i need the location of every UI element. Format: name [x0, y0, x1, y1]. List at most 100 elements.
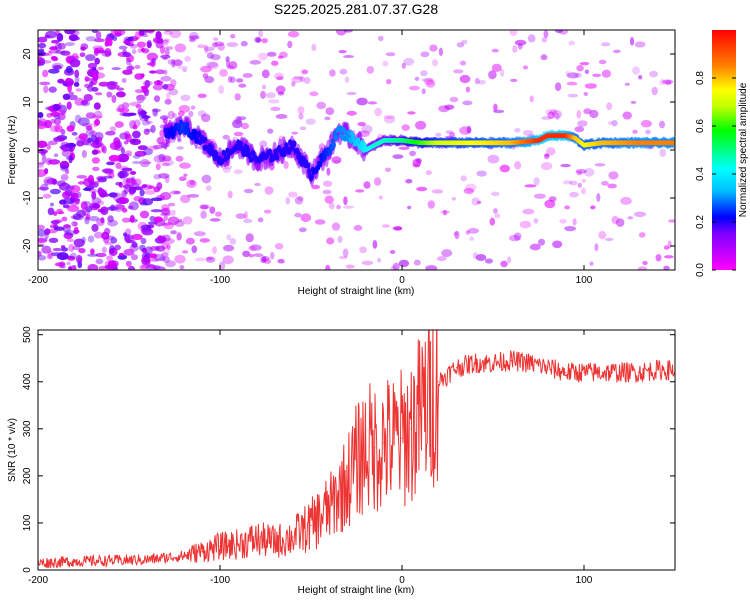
- spectrogram-noise-blob: [476, 200, 482, 205]
- spectrogram-noise-blob: [311, 184, 321, 190]
- spectrogram-noise-blob: [106, 161, 115, 166]
- spectrogram-noise-blob: [291, 76, 303, 83]
- spectrogram-noise-blob: [41, 60, 52, 64]
- spectrogram-noise-blob: [169, 30, 182, 39]
- spectrogram-noise-blob: [111, 67, 121, 71]
- spectrogram-noise-blob: [71, 221, 78, 227]
- spectrogram-noise-blob: [91, 70, 97, 78]
- spectrogram-noise-blob: [165, 260, 177, 268]
- spectrogram-noise-blob: [38, 119, 42, 123]
- spectrogram-noise-blob: [549, 109, 558, 115]
- snr-data-point: [219, 545, 221, 548]
- spectrogram-noise-blob: [56, 208, 63, 215]
- spectrogram-noise-blob: [316, 101, 327, 110]
- spectrogram-noise-blob: [293, 76, 304, 80]
- spectrogram-noise-blob: [139, 244, 146, 252]
- spectrogram-noise-blob: [359, 246, 367, 254]
- spectrogram-noise-blob: [91, 149, 99, 155]
- spectrogram-noise-blob: [214, 41, 225, 47]
- spectrogram-noise-blob: [567, 72, 579, 79]
- spectrogram-noise-blob: [182, 250, 189, 254]
- spectrogram-noise-blob: [345, 264, 355, 269]
- spectrogram-noise-blob: [88, 188, 98, 193]
- spectrogram-ridge-cell: [220, 158, 225, 165]
- snr-data-point: [510, 360, 512, 362]
- snr-data-point: [310, 524, 312, 526]
- spectrogram-noise-blob: [73, 221, 78, 227]
- spectrogram-noise-blob: [392, 262, 400, 270]
- spectrogram-noise-blob: [637, 266, 648, 270]
- spectrogram-noise-blob: [540, 162, 553, 171]
- x-tick-label: 100: [576, 275, 593, 286]
- spectrogram-noise-blob: [260, 259, 267, 264]
- spectrogram-noise-blob: [90, 248, 95, 255]
- spectrogram-noise-blob: [160, 143, 168, 149]
- spectrogram-noise-blob: [170, 230, 178, 235]
- spectrogram-noise-blob: [589, 109, 599, 119]
- spectrogram-noise-blob: [159, 256, 166, 262]
- spectrogram-noise-blob: [73, 238, 85, 248]
- spectrogram-noise-blob: [398, 259, 410, 268]
- spectrogram-noise-blob: [115, 204, 126, 210]
- spectrogram-noise-blob: [353, 224, 363, 231]
- spectrogram-noise-blob: [90, 141, 103, 149]
- spectrogram-noise-blob: [173, 190, 180, 195]
- spectrogram-noise-blob: [55, 50, 66, 54]
- spectrogram-noise-blob: [478, 79, 486, 85]
- spectrogram-noise-blob: [67, 83, 72, 93]
- spectrogram-noise-blob: [451, 196, 456, 201]
- spectrogram-noise-blob: [569, 180, 578, 186]
- y-tick-label: 20: [22, 48, 33, 60]
- spectrogram-noise-blob: [66, 238, 74, 242]
- x-tick-label: 0: [399, 275, 405, 286]
- spectrogram-noise-blob: [222, 134, 230, 140]
- spectrogram-noise-blob: [581, 187, 586, 195]
- spectrogram-noise-blob: [441, 249, 453, 258]
- spectrogram-noise-blob: [259, 140, 268, 148]
- spectrogram-noise-blob: [594, 243, 599, 252]
- spectrogram-noise-blob: [140, 227, 152, 233]
- spectrogram-noise-blob: [253, 253, 264, 258]
- spectrogram-noise-blob: [79, 52, 86, 57]
- spectrogram-noise-blob: [598, 59, 607, 65]
- spectrogram-noise-blob: [248, 253, 254, 258]
- spectrogram-noise-blob: [445, 130, 454, 135]
- spectrogram-noise-blob: [87, 235, 95, 243]
- spectrogram-noise-blob: [191, 245, 198, 254]
- spectrogram-noise-blob: [44, 179, 49, 186]
- spectrogram-noise-blob: [68, 266, 73, 270]
- colorbar-tick-label: 0.0: [695, 263, 706, 277]
- spectrogram-noise-blob: [324, 116, 331, 121]
- spectrogram-noise-blob: [111, 95, 117, 103]
- spectrogram-noise-blob: [67, 205, 80, 212]
- spectrogram-noise-blob: [583, 92, 589, 96]
- spectrogram-noise-blob: [38, 255, 47, 261]
- spectrogram-noise-blob: [107, 38, 113, 47]
- snr-data-point: [146, 559, 148, 561]
- spectrogram-noise-blob: [235, 213, 246, 220]
- spectrogram-noise-blob: [175, 155, 184, 162]
- spectrogram-noise-blob: [209, 218, 221, 222]
- spectrogram-noise-blob: [460, 175, 467, 182]
- spectrogram-ridge-cell: [238, 140, 243, 147]
- spectrogram-noise-blob: [180, 194, 191, 204]
- spectrogram-noise-blob: [150, 209, 163, 213]
- spectrogram-noise-blob: [664, 255, 674, 259]
- spectrogram-noise-blob: [270, 251, 275, 260]
- spectrogram-noise-blob: [163, 38, 170, 42]
- spectrogram-noise-blob: [158, 141, 169, 146]
- snr-frame: [37, 329, 676, 571]
- spectrogram-noise-blob: [219, 69, 228, 77]
- spectrogram-noise-blob: [493, 103, 498, 112]
- spectrogram-noise-blob: [529, 243, 541, 251]
- spectrogram-noise-blob: [438, 47, 443, 56]
- spectrogram-noise-blob: [202, 73, 209, 79]
- spectrogram-noise-blob: [123, 248, 135, 256]
- spectrogram-noise-blob: [140, 237, 147, 245]
- spectrogram-noise-blob: [64, 42, 75, 47]
- spectrogram-noise-blob: [331, 156, 342, 164]
- spectrogram-noise-blob: [129, 43, 138, 49]
- spectrogram-noise-blob: [167, 216, 179, 225]
- spectrogram-noise-blob: [288, 191, 298, 198]
- spectrogram-noise-blob: [96, 200, 105, 206]
